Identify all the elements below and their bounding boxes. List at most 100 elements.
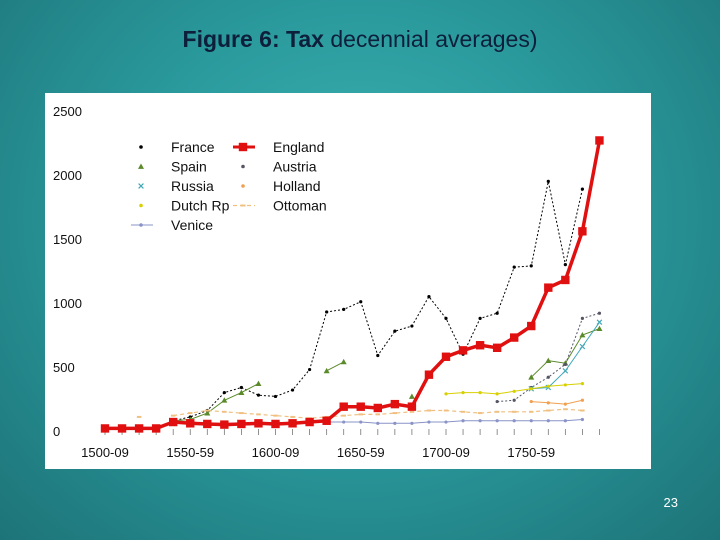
page-number: 23 — [663, 495, 678, 510]
legend-marker — [241, 164, 245, 169]
legend-marker — [138, 183, 144, 189]
data-point-russia — [562, 368, 569, 374]
legend-entry-russia: Russia — [138, 178, 214, 194]
x-axis-minor-ticks — [104, 429, 600, 435]
data-point-france — [256, 393, 261, 397]
data-point-venice — [461, 419, 465, 423]
data-point-england — [561, 275, 570, 285]
legend-entry-venice: Venice — [131, 217, 213, 233]
data-point-france — [359, 300, 363, 304]
data-point-england — [134, 424, 144, 433]
data-point-france — [308, 367, 312, 372]
data-point-england — [305, 417, 314, 427]
data-point-france — [290, 388, 295, 392]
series-dutch-rp — [444, 382, 585, 396]
data-point-venice — [359, 420, 363, 424]
data-point-spain — [221, 397, 228, 403]
data-point-france — [427, 295, 431, 299]
legend-marker — [238, 142, 248, 152]
data-point-england — [151, 424, 161, 433]
series-lines — [100, 136, 604, 433]
data-point-venice — [580, 417, 585, 422]
y-tick-label: 1000 — [53, 296, 82, 311]
data-point-england — [271, 419, 280, 429]
x-tick-label: 1550-59 — [166, 445, 214, 460]
data-point-venice — [512, 419, 516, 423]
data-point-spain — [204, 410, 211, 416]
data-point-holland — [563, 402, 567, 406]
data-point-spain — [579, 332, 586, 338]
legend-marker — [139, 203, 143, 208]
legend-entry-dutch-rp: Dutch Rp — [139, 198, 230, 214]
legend-label: Ottoman — [273, 198, 327, 214]
data-point-england — [339, 402, 348, 411]
data-point-spain — [238, 389, 245, 395]
y-tick-label: 0 — [53, 424, 60, 439]
x-tick-label: 1500-09 — [81, 445, 129, 460]
data-point-dutch-rp — [580, 382, 585, 386]
data-point-england — [169, 417, 178, 427]
slide-title-rest: decennial averages) — [330, 26, 538, 52]
data-point-venice — [342, 420, 346, 424]
data-point-france — [239, 385, 243, 390]
slide-title: Figure 6: Tax decennial averages) — [0, 26, 720, 53]
data-point-dutch-rp — [478, 391, 482, 395]
data-point-dutch-rp — [444, 392, 448, 396]
data-point-holland — [546, 401, 550, 405]
y-axis-ticks: 0 500 1000 1500 2000 2500 — [53, 104, 82, 439]
data-point-dutch-rp — [461, 391, 465, 395]
legend-label: Russia — [171, 178, 214, 194]
legend-marker — [138, 163, 144, 169]
legend-marker — [139, 145, 143, 149]
data-point-england — [322, 416, 331, 425]
data-point-france — [478, 316, 482, 320]
legend-label: France — [171, 139, 215, 155]
chart-legend: France Spain Russia Dutch Rp Venice England Au… — [131, 139, 327, 233]
legend-entry-england: England — [233, 139, 324, 155]
chart-panel: 0 500 1000 1500 2000 2500 1500-09 1550-59 1600-… — [45, 93, 651, 469]
data-point-holland — [580, 398, 585, 402]
data-point-france — [325, 310, 329, 314]
data-point-austria — [546, 375, 550, 379]
data-point-france — [580, 187, 585, 191]
data-point-austria — [580, 316, 585, 320]
data-point-austria — [512, 398, 516, 402]
data-point-france — [546, 179, 550, 183]
data-point-england — [475, 341, 485, 350]
legend-entry-spain: Spain — [138, 159, 207, 175]
data-point-england — [407, 402, 417, 411]
data-point-spain — [408, 393, 415, 399]
data-point-spain — [255, 380, 262, 387]
legend-entry-holland: Holland — [241, 178, 320, 194]
data-point-france — [529, 264, 533, 268]
legend-entry-ottoman: Ottoman — [233, 198, 327, 214]
data-point-venice — [410, 421, 414, 425]
legend-label: England — [273, 139, 324, 155]
data-point-austria — [597, 311, 602, 315]
data-point-england — [441, 352, 451, 361]
y-tick-label: 2000 — [53, 168, 82, 183]
data-point-england — [527, 321, 536, 331]
data-point-england — [492, 343, 502, 352]
series-russia — [528, 319, 603, 392]
data-point-venice — [563, 419, 567, 423]
data-point-dutch-rp — [512, 389, 516, 393]
data-point-england — [186, 419, 195, 428]
data-point-venice — [444, 420, 448, 424]
series-holland — [529, 398, 585, 406]
data-point-spain — [340, 358, 347, 365]
data-point-russia — [596, 319, 603, 326]
legend-label: Austria — [273, 159, 317, 175]
data-point-france — [444, 316, 448, 320]
data-point-dutch-rp — [529, 387, 533, 391]
slide-title-bold: Figure 6: Tax — [182, 26, 324, 52]
x-tick-label: 1650-59 — [337, 445, 385, 460]
data-point-spain — [545, 357, 552, 363]
x-tick-label: 1750-59 — [507, 445, 555, 460]
data-point-venice — [376, 421, 380, 425]
data-point-france — [273, 394, 278, 399]
data-point-france — [563, 263, 567, 267]
data-point-russia — [579, 343, 586, 350]
data-point-england — [117, 424, 127, 433]
legend-entry-austria: Austria — [241, 159, 317, 175]
